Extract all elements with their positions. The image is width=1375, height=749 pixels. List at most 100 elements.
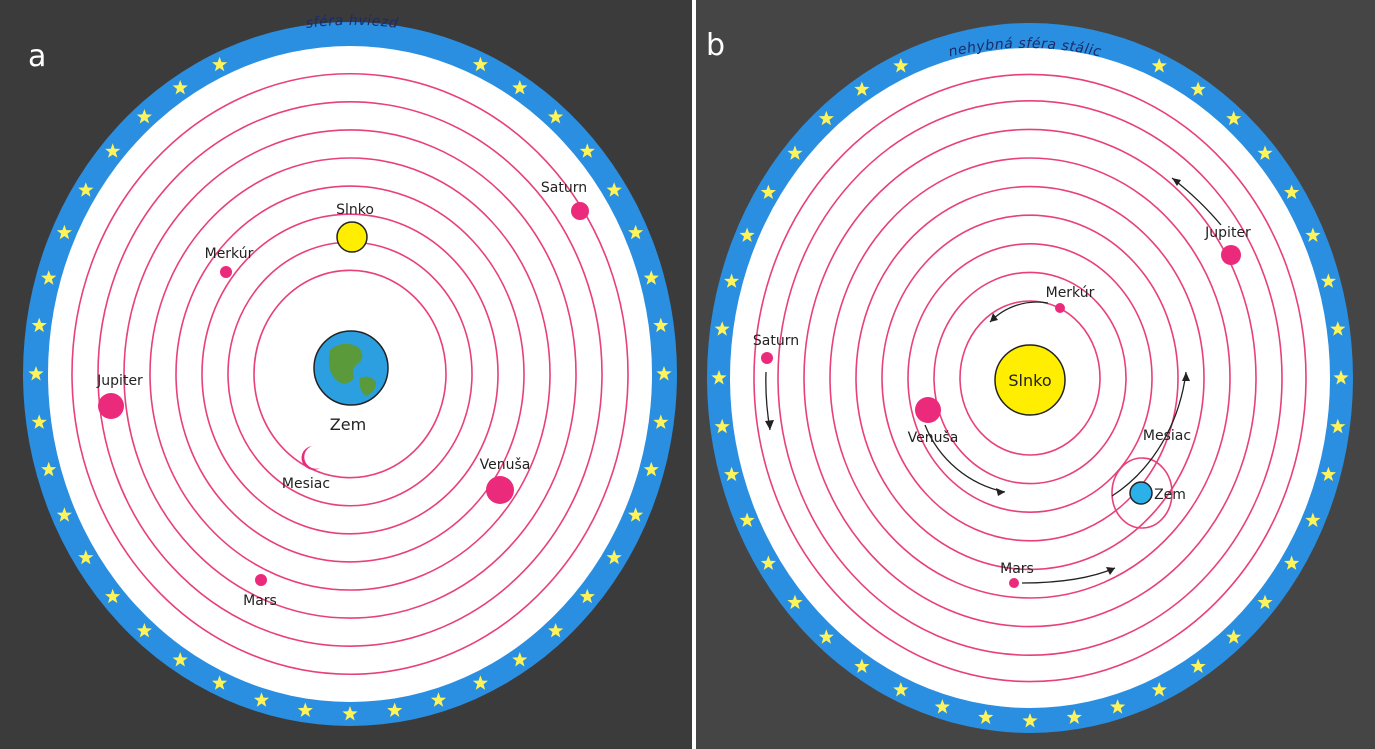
star-icon	[1305, 512, 1321, 527]
star-icon	[1226, 110, 1242, 126]
jupiter-label: Jupiter	[96, 373, 143, 389]
earth-motion-arrow	[1111, 371, 1187, 497]
orbit-ring	[933, 271, 1127, 485]
arrowhead-icon	[1106, 567, 1115, 575]
star-icon	[628, 224, 644, 240]
mars-icon	[1009, 578, 1019, 588]
star-icon	[579, 588, 595, 604]
panel-a-geocentric: a sféra hviezd Zem Slnko Mesiac Merkúr V…	[23, 13, 677, 726]
star-icon	[714, 321, 730, 336]
orbit-ring	[149, 157, 551, 591]
moon-orbit	[1111, 457, 1173, 529]
orbit-ring	[959, 300, 1101, 456]
earth-icon	[1129, 481, 1153, 505]
mars-label: Mars	[1000, 561, 1034, 577]
sun-label: Slnko	[1008, 371, 1051, 390]
star-icon	[430, 692, 447, 707]
star-icon	[818, 110, 834, 126]
jupiter-label: Jupiter	[1204, 225, 1251, 241]
star-icon	[1022, 713, 1038, 728]
arrowhead-icon	[990, 313, 998, 322]
venus-label: Venuša	[480, 457, 531, 473]
mars-icon	[255, 574, 267, 586]
sun-icon	[336, 221, 368, 253]
star-icon	[724, 466, 740, 482]
star-icon	[653, 414, 669, 429]
panel-b-letter: b	[706, 28, 725, 63]
star-icon	[387, 702, 403, 717]
venus-label: Venuša	[908, 430, 959, 446]
saturn-icon	[571, 202, 589, 220]
star-icon	[579, 143, 595, 158]
star-icon	[212, 675, 228, 690]
star-icon	[724, 273, 740, 288]
earth-land-shape	[359, 376, 376, 396]
star-icon	[643, 461, 659, 477]
star-icon	[78, 182, 94, 197]
earth-land-shape	[328, 343, 363, 384]
orbit-ring	[829, 157, 1231, 599]
star-icon	[78, 549, 94, 565]
star-icon	[739, 227, 755, 242]
moon-label: Mesiac	[1143, 428, 1191, 444]
star-icon	[1305, 227, 1321, 242]
star-icon	[1257, 594, 1273, 610]
orbit-ring	[253, 269, 447, 479]
moon-label: Mesiac	[282, 476, 330, 492]
star-icon	[41, 461, 57, 477]
arrowhead-icon	[1172, 178, 1181, 186]
mercury-icon	[220, 266, 232, 278]
star-icon	[172, 80, 188, 95]
panel-b-orbits	[753, 73, 1307, 683]
venus-motion-arrow	[924, 424, 1006, 493]
star-icon	[711, 370, 727, 385]
earth-body	[313, 330, 389, 406]
star-icon	[472, 675, 488, 690]
sun-label: Slnko	[336, 202, 374, 218]
star-icon	[818, 629, 834, 644]
star-icon	[342, 706, 358, 721]
star-icon	[628, 507, 644, 522]
star-icon	[56, 224, 72, 240]
saturn-label: Saturn	[753, 333, 799, 349]
sun-icon	[994, 344, 1066, 416]
star-icon	[1284, 184, 1300, 199]
star-icon	[1151, 682, 1167, 697]
star-icon	[56, 507, 72, 522]
star-icon	[1330, 321, 1346, 336]
star-icon	[760, 555, 776, 570]
star-icon	[41, 270, 57, 285]
star-icon	[643, 270, 659, 285]
panel-a-orbits	[71, 72, 629, 676]
panel-b-stars	[711, 58, 1349, 728]
mercury-label: Merkúr	[1046, 285, 1095, 301]
orbit-ring	[753, 73, 1307, 683]
star-icon	[105, 588, 121, 604]
orbit-ring	[123, 129, 577, 619]
star-icon	[1151, 58, 1167, 73]
star-icon	[512, 80, 528, 95]
panel-a-stars	[28, 56, 672, 721]
orbit-ring	[201, 213, 499, 535]
arrowhead-icon	[765, 420, 774, 430]
star-icon	[893, 58, 909, 73]
mercury-icon	[1055, 303, 1065, 313]
star-icon	[653, 317, 669, 333]
orbit-ring	[777, 99, 1283, 657]
star-icon	[253, 692, 270, 707]
orbit-ring	[71, 72, 629, 676]
star-icon	[1284, 555, 1300, 570]
star-icon	[656, 366, 672, 381]
star-icon	[934, 699, 950, 714]
venus-icon	[486, 476, 514, 504]
panel-a-rim-label: sféra hviezd	[305, 13, 399, 32]
star-icon	[714, 418, 730, 434]
mars-label: Mars	[243, 593, 277, 609]
star-icon	[1190, 658, 1206, 673]
jupiter-icon	[98, 393, 124, 419]
star-icon	[136, 623, 152, 638]
star-icon	[739, 512, 755, 527]
star-icon	[1257, 145, 1273, 160]
arrow-heads	[765, 178, 1190, 575]
